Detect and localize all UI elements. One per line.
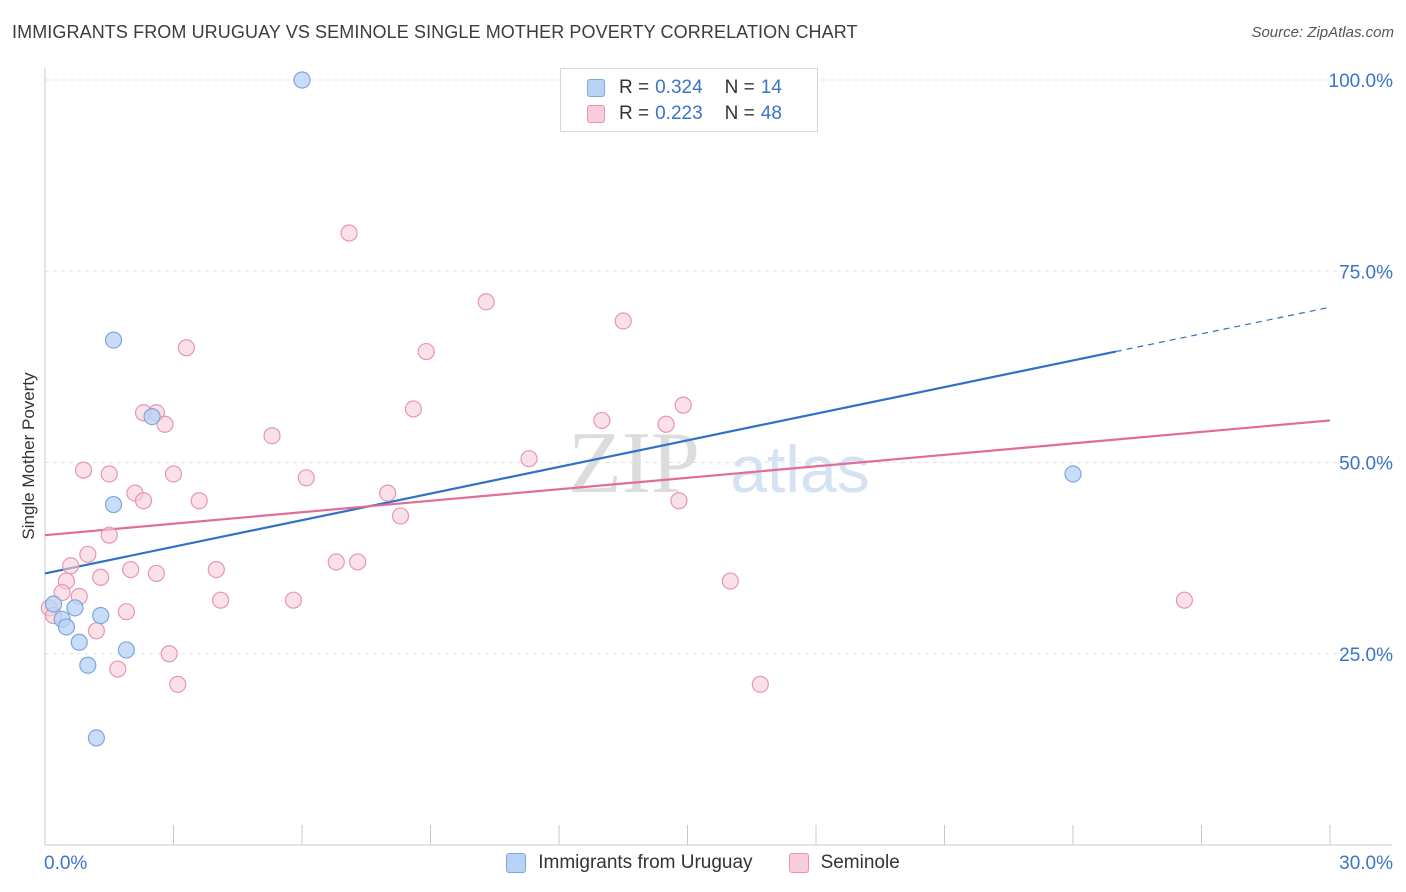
watermark: ZIP atlas [568,415,870,512]
data-point-seminole [1175,591,1193,609]
data-point-uruguay [79,656,97,674]
data-point-seminole [100,526,118,544]
data-point-seminole [212,591,230,609]
data-point-seminole [100,465,118,483]
legend-n-label: N = [724,77,755,98]
chart-title: IMMIGRANTS FROM URUGUAY VS SEMINOLE SING… [12,22,858,42]
x-tick-label: 0.0% [44,853,87,874]
data-point-uruguay [1064,465,1082,483]
data-point-seminole [109,660,127,678]
legend-n-value-seminole: 48 [760,103,782,124]
data-point-uruguay [143,408,161,426]
data-point-seminole [593,411,611,430]
y-tick-label: 100.0% [1329,71,1394,92]
stats-legend: R = 0.324 N = 14 R = 0.223 N = 48 [560,68,818,132]
data-point-seminole [62,557,80,575]
y-axis-label: Single Mother Poverty [19,372,38,540]
data-point-seminole [477,293,495,311]
data-point-seminole [721,572,739,590]
legend-n-label: N = [724,103,755,124]
legend-r-value-uruguay: 0.324 [655,77,703,98]
data-point-seminole [74,461,93,479]
data-point-seminole [177,339,195,357]
data-point-seminole [117,603,135,621]
data-point-seminole [391,507,410,525]
axes [44,68,1392,846]
tick-labels: 25.0% 50.0% 75.0% 100.0% 0.0% 30.0% [44,71,1393,874]
data-point-uruguay [87,729,106,747]
data-point-uruguay [92,606,110,625]
data-point-seminole [417,342,435,361]
legend-label-uruguay: Immigrants from Uruguay [538,852,753,873]
legend-item-uruguay[interactable]: Immigrants from Uruguay [506,852,753,874]
data-point-uruguay [44,595,63,613]
data-point-uruguay [66,599,84,617]
data-point-seminole [327,553,345,571]
data-point-seminole [156,415,174,433]
data-point-seminole [79,545,97,563]
data-point-seminole [160,645,178,663]
legend-r-value-seminole: 0.223 [655,103,703,124]
data-point-seminole [147,564,165,583]
trend-lines [44,306,1331,575]
legend-swatch-seminole [587,105,605,123]
y-tick-label: 25.0% [1339,645,1393,666]
data-point-seminole [169,675,187,693]
data-point-uruguay [104,331,123,349]
x-tick-label: 30.0% [1339,853,1393,874]
data-point-seminole [404,400,422,418]
y-tick-label: 50.0% [1339,454,1393,475]
data-point-uruguay [117,641,135,659]
legend-row-uruguay: R = 0.324 N = 14 [587,75,782,101]
data-point-seminole [349,553,367,571]
legend-row-seminole: R = 0.223 N = 48 [587,101,782,127]
source-credit: Source: ZipAtlas.com [1251,24,1394,41]
data-point-seminole [340,224,358,242]
data-point-seminole [92,568,110,586]
data-point-seminole [207,560,225,579]
legend-swatch-uruguay [506,853,527,873]
watermark-atlas: atlas [730,432,869,506]
legend-r-label: R = [619,77,650,98]
data-point-uruguay [57,618,76,636]
data-point-seminole [657,415,675,433]
legend-swatch-uruguay [587,79,605,97]
data-points [40,71,1193,747]
grid [45,79,1392,655]
data-point-seminole [297,469,315,487]
data-point-seminole [379,484,397,502]
series-legend: Immigrants from Uruguay Seminole [0,852,1406,874]
trend-line-uruguay-extension [1115,306,1331,353]
legend-label-seminole: Seminole [820,852,900,873]
data-point-seminole [190,492,208,510]
legend-n-value-uruguay: 14 [760,77,782,98]
trend-line-uruguay [44,350,1117,575]
legend-r-label: R = [619,103,650,124]
data-point-seminole [674,396,692,414]
data-point-seminole [520,450,538,468]
data-point-seminole [284,591,303,609]
data-point-seminole [164,465,183,483]
data-point-seminole [53,583,71,602]
data-point-uruguay [104,495,123,514]
data-point-uruguay [293,71,311,89]
legend-item-seminole[interactable]: Seminole [788,852,900,874]
y-tick-label: 75.0% [1339,262,1393,283]
data-point-seminole [87,622,106,640]
trend-line-seminole [44,419,1331,537]
data-point-seminole [670,492,688,510]
data-point-seminole [134,492,153,510]
data-point-seminole [263,427,281,445]
data-point-uruguay [70,633,88,651]
data-point-seminole [751,675,769,693]
data-point-seminole [122,560,140,579]
legend-swatch-seminole [788,853,809,873]
data-point-seminole [614,312,632,330]
